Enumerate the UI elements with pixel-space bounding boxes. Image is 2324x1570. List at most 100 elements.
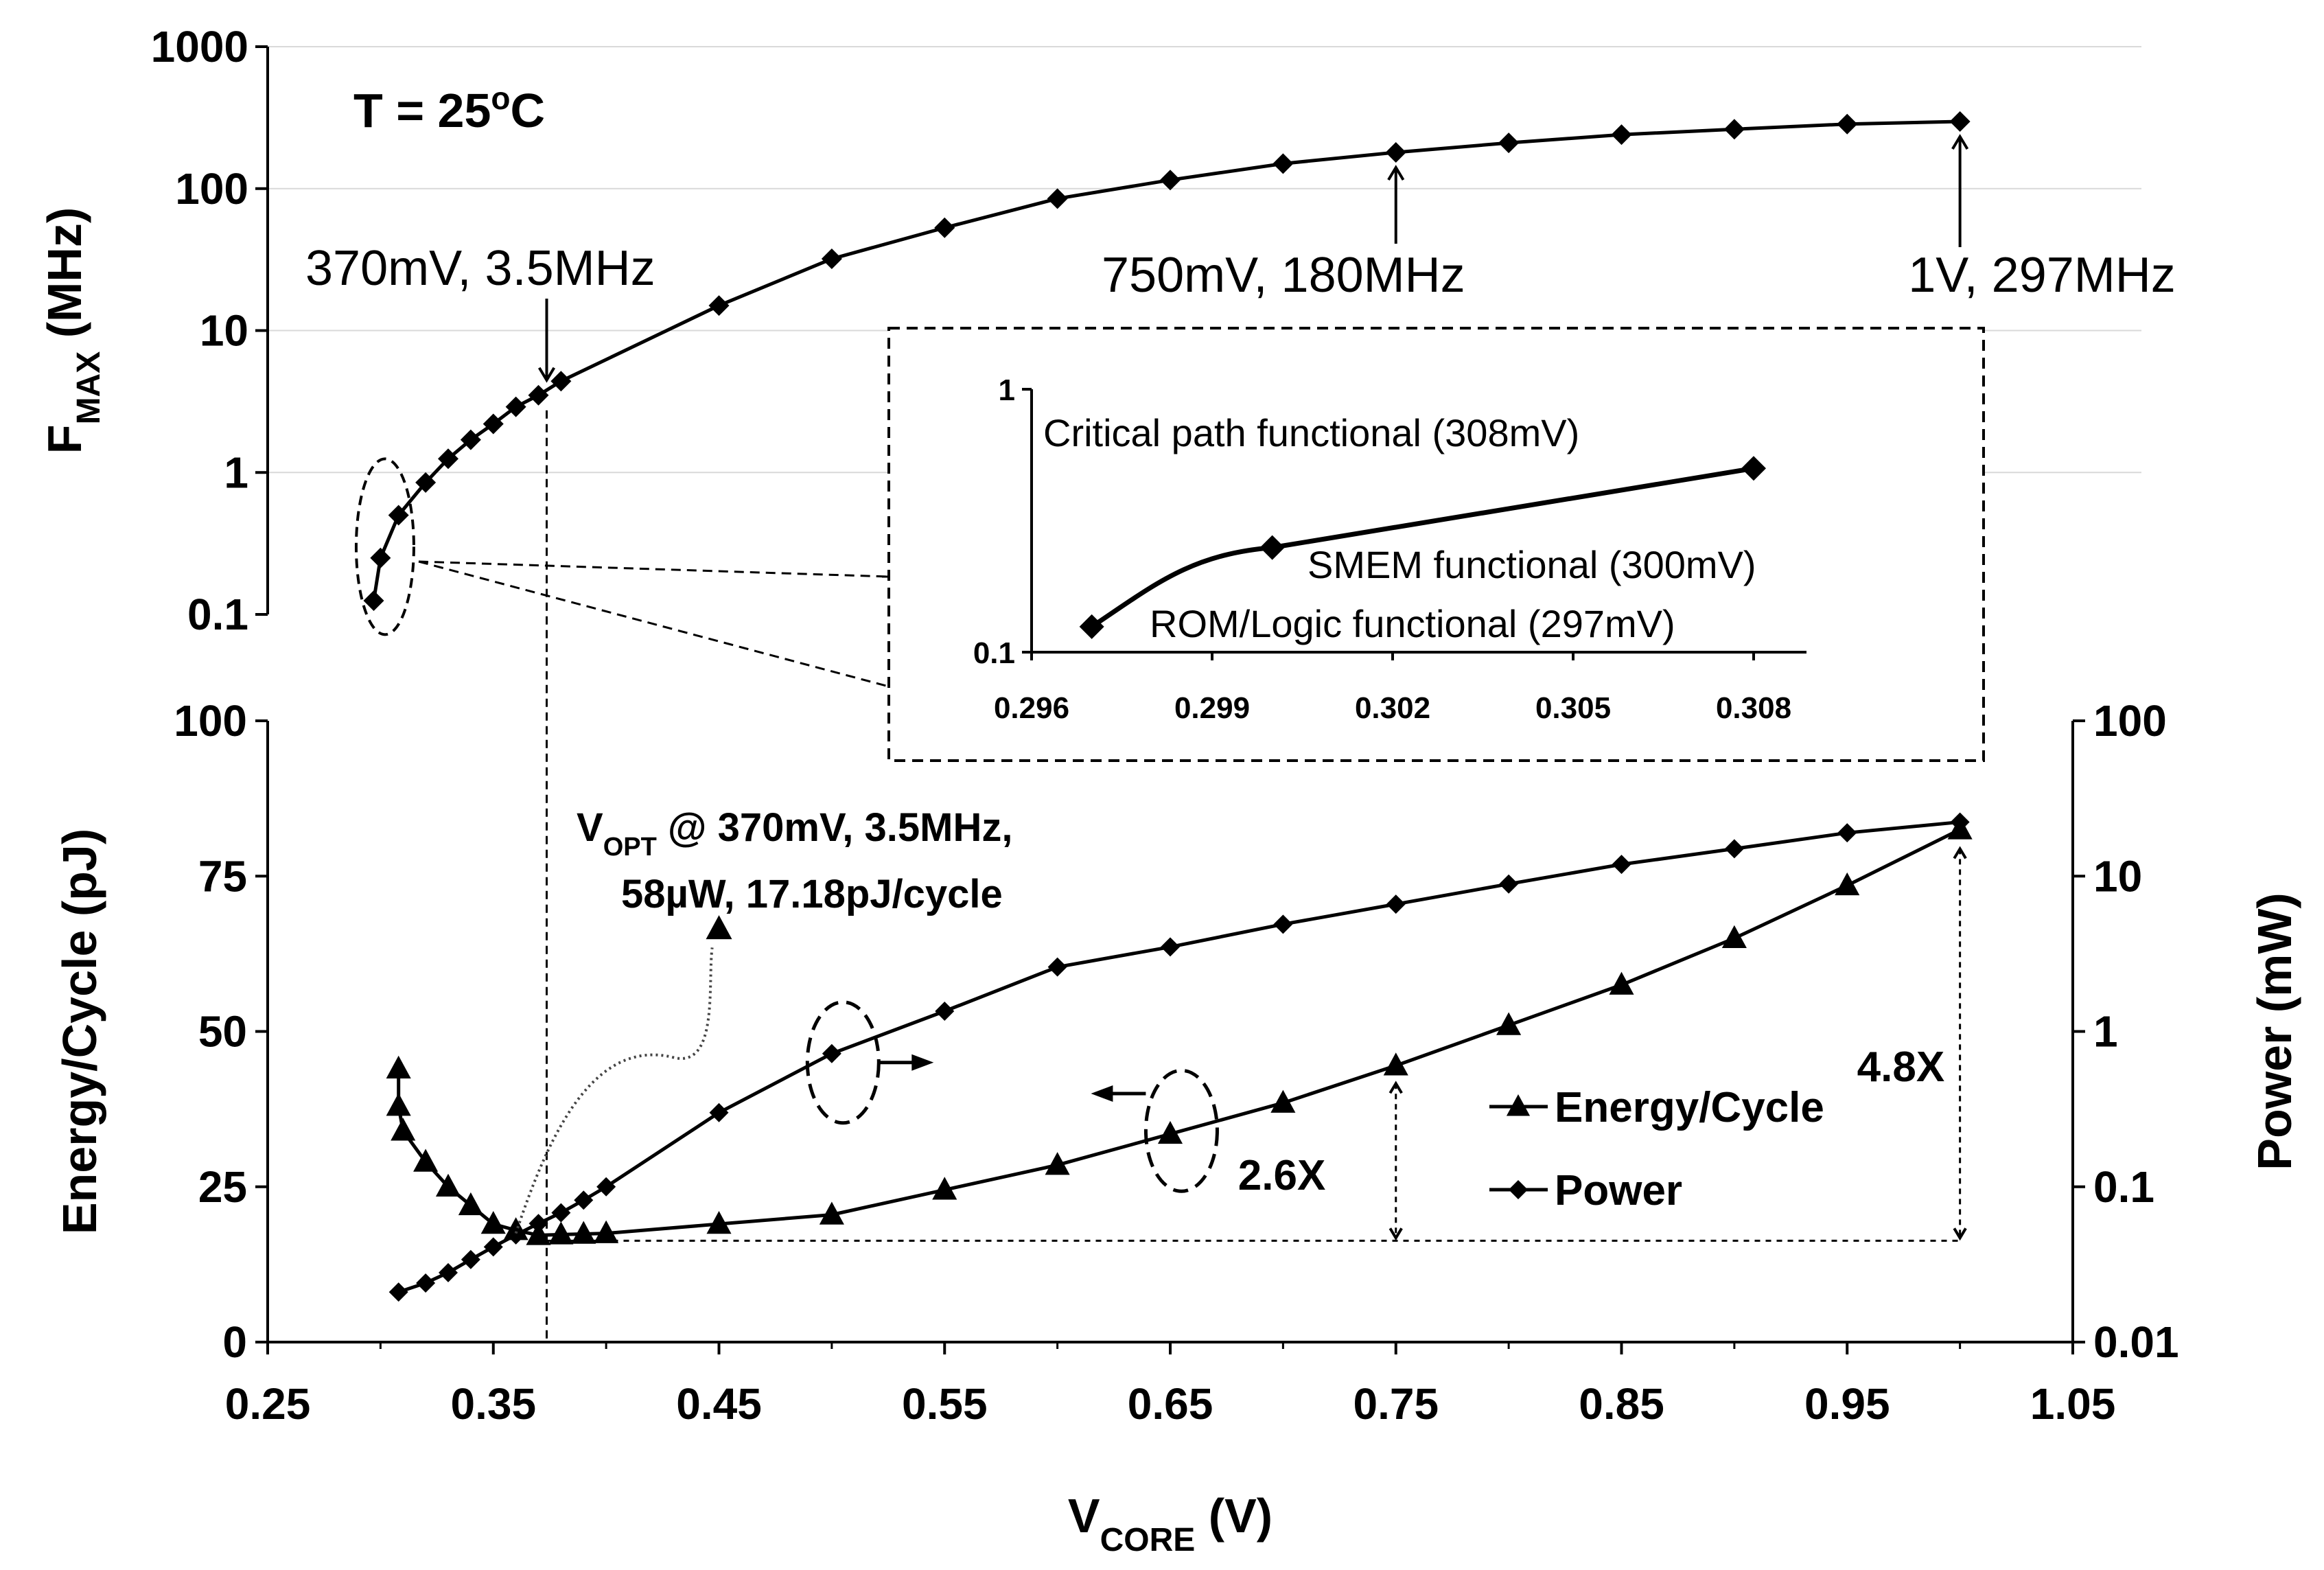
power-point — [551, 1203, 571, 1223]
fmax-ytick-label: 1000 — [151, 22, 248, 71]
fmax-point — [388, 505, 409, 526]
fmax-axis: 1000 100 10 1 0.1 FMAX (MHz) — [38, 22, 269, 639]
power-point — [528, 1214, 548, 1234]
fmax-point — [1611, 124, 1632, 146]
fmax-point — [708, 295, 730, 316]
xtick-label: 0.85 — [1579, 1379, 1664, 1429]
vopt-annotation-line1: VOPT @ 370mV, 3.5MHz, — [577, 805, 1012, 862]
inset-xtick-label: 0.305 — [1535, 691, 1611, 725]
fmax-point — [483, 413, 504, 435]
energy-point — [932, 1177, 957, 1200]
energy-point — [413, 1148, 439, 1172]
energy-point — [1835, 872, 1860, 896]
fmax-ylabel-group: FMAX (MHz) — [38, 207, 107, 454]
energy-point — [571, 1221, 596, 1244]
power-point — [506, 1225, 526, 1245]
power-point — [1837, 823, 1857, 843]
power-point — [1161, 937, 1180, 957]
energy-point — [435, 1173, 461, 1197]
energy-point — [1045, 1152, 1070, 1175]
inset-connector — [418, 560, 890, 578]
xtick-label: 0.65 — [1128, 1379, 1213, 1429]
legend-energy-label: Energy/Cycle — [1555, 1084, 1824, 1131]
arrowhead-750mv — [1387, 165, 1405, 181]
power-point — [1047, 957, 1067, 977]
right-ytick-label: 0.1 — [2093, 1162, 2154, 1212]
fmax-point — [550, 371, 572, 392]
inset-ytick-label: 1 — [999, 373, 1015, 407]
left-ytick-label: 75 — [198, 851, 247, 901]
power-point — [1499, 874, 1519, 894]
inset-xtick-label: 0.299 — [1174, 691, 1250, 725]
fmax-point — [1160, 170, 1181, 191]
fmax-point — [1837, 113, 1858, 135]
energy-point — [594, 1220, 619, 1243]
fmax-annotations: T = 25oC 370mV, 3.5MHz 750mV, 180MHz 1V, 29… — [305, 80, 2176, 636]
fmax-point — [1385, 141, 1406, 163]
energy-point — [548, 1221, 574, 1245]
right-ytick-label: 100 — [2093, 696, 2167, 746]
energy-point — [1609, 971, 1634, 995]
xtick-label: 0.75 — [1353, 1379, 1439, 1429]
power-axis-arrowhead — [911, 1054, 934, 1071]
power-point — [439, 1262, 458, 1282]
fmax-point — [1273, 153, 1294, 174]
energy-power-annotations: 2.6X 4.8X VOPT @ 370mV, 3.5MHz, 58µW, 17.18… — [514, 410, 1967, 1342]
inset-point — [1741, 456, 1766, 481]
left-ytick-label: 25 — [198, 1162, 247, 1212]
fmax-ylabel: FMAX (MHz) — [38, 207, 107, 454]
power-point — [1612, 855, 1631, 875]
inset-xtick-label: 0.302 — [1355, 691, 1430, 725]
left-y-axis-label: Energy/Cycle (pJ) — [53, 829, 106, 1234]
power-point — [574, 1190, 594, 1210]
fmax-point — [438, 448, 458, 470]
annotation-750mv: 750mV, 180MHz — [1102, 248, 1465, 303]
fmax-ytick-label: 0.1 — [187, 590, 248, 639]
annotation-2-6x: 2.6X — [1238, 1152, 1326, 1199]
inset-point — [1259, 535, 1285, 560]
left-ytick-label: 100 — [174, 696, 247, 746]
power-point — [596, 1177, 616, 1197]
power-point — [483, 1237, 503, 1257]
fmax-ytick-label: 100 — [175, 164, 248, 213]
ratio-48x-head-top — [1953, 846, 1967, 859]
fmax-point — [1498, 132, 1520, 154]
annotation-1v: 1V, 297MHz — [1908, 248, 2176, 303]
legend-power-marker — [1509, 1180, 1528, 1199]
vopt-annotation-line2: 58µW, 17.18pJ/cycle — [621, 872, 1003, 916]
vopt-pointer — [514, 947, 714, 1234]
fmax-point — [505, 396, 526, 417]
power-point — [388, 1282, 408, 1302]
power-line — [397, 820, 1960, 1294]
right-ylabel-group: Power (mW) — [2248, 892, 2301, 1170]
fmax-point — [821, 249, 842, 270]
fmax-ytick-label: 1 — [224, 448, 248, 497]
energy-point — [386, 1055, 411, 1079]
right-y-axis-label: Power (mW) — [2248, 892, 2301, 1170]
energy-point — [1721, 925, 1747, 948]
power-point — [935, 1002, 955, 1021]
ratio-26x-head-bottom — [1388, 1227, 1403, 1241]
fmax-point — [1723, 119, 1745, 140]
fmax-point — [528, 384, 549, 406]
xtick-label: 0.55 — [902, 1379, 988, 1429]
xtick-label: 1.05 — [2030, 1379, 2116, 1429]
power-point — [709, 1103, 729, 1122]
inset-connector — [418, 560, 890, 688]
xtick-label: 0.95 — [1804, 1379, 1890, 1429]
energy-axis-arrowhead — [1091, 1085, 1113, 1102]
fmax-point — [934, 217, 955, 238]
inset-point — [1079, 614, 1104, 639]
fmax-point — [460, 429, 481, 450]
fmax-series — [363, 111, 1971, 611]
fmax-point — [370, 547, 391, 568]
inset-xtick-label: 0.296 — [994, 691, 1069, 725]
annotation-370mv: 370mV, 3.5MHz — [305, 241, 655, 296]
power-point — [1724, 839, 1744, 859]
energy-point — [819, 1201, 844, 1225]
energy-series-ellipse — [1143, 1068, 1219, 1193]
energy-point — [1496, 1012, 1522, 1035]
fmax-point — [1047, 188, 1068, 209]
fmax-point — [363, 590, 384, 611]
ratio-48x-head-bottom — [1953, 1227, 1967, 1241]
